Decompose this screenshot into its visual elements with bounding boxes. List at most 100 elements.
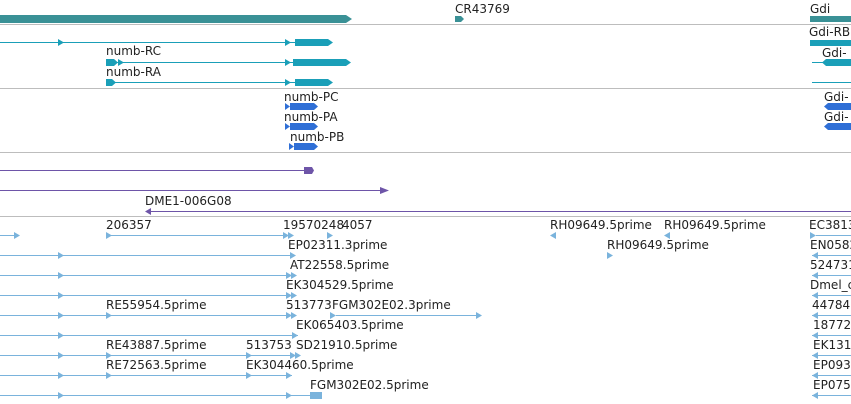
primer-feature[interactable] — [145, 208, 151, 215]
est-arrow[interactable] — [58, 252, 64, 259]
gene-feature[interactable] — [455, 16, 464, 22]
est-feature[interactable] — [310, 392, 322, 399]
est-label: RH09649.5prime — [607, 238, 709, 252]
est-label: RE43887.5prime — [106, 338, 207, 352]
est-arrow[interactable] — [58, 312, 64, 319]
protein-label-gdi: Gdi- — [824, 90, 849, 104]
est-label: EP075 — [813, 378, 851, 392]
est-arrow[interactable] — [286, 372, 292, 379]
est-arrow[interactable] — [106, 372, 112, 379]
est-label: SD21910.5prime — [296, 338, 397, 352]
protein-feature[interactable] — [290, 103, 318, 110]
transcript-exon[interactable] — [106, 59, 118, 66]
est-label: FGM302E02.3prime — [332, 298, 451, 312]
est-label: EK065403.5prime — [296, 318, 404, 332]
est-arrow[interactable] — [286, 292, 292, 299]
transcript-arrow — [58, 39, 64, 46]
est-label: RH09649.5prime — [664, 218, 766, 232]
est-arrow[interactable] — [290, 252, 296, 259]
est-arrow[interactable] — [14, 232, 20, 239]
protein-arrow — [285, 123, 290, 130]
est-arrow[interactable] — [58, 332, 64, 339]
est-label: AT22558.5prime — [290, 258, 389, 272]
est-label: EP093 — [813, 358, 851, 372]
est-arrow[interactable] — [330, 312, 336, 319]
est-arrow[interactable] — [812, 372, 818, 379]
est-arrow[interactable] — [286, 392, 292, 399]
transcript-arrow — [285, 79, 291, 86]
gene-feature[interactable] — [0, 15, 352, 23]
est-label: 44784 — [812, 298, 850, 312]
est-label: Dmel_c — [810, 278, 851, 292]
est-track: 206357 19570248 4057 RH09649.5prime RH09… — [0, 218, 851, 399]
protein-feature[interactable] — [294, 143, 318, 150]
est-label: EN0582 — [810, 238, 851, 252]
transcript-exon[interactable] — [106, 79, 116, 86]
transcript-arrow — [118, 59, 124, 66]
gene-feature[interactable] — [810, 16, 851, 22]
est-arrow[interactable] — [664, 232, 670, 239]
est-label: EK304529.5prime — [286, 278, 394, 292]
est-arrow[interactable] — [283, 232, 289, 239]
protein-label-numb-pc: numb-PC — [284, 90, 338, 104]
est-arrow[interactable] — [106, 312, 112, 319]
est-arrow[interactable] — [295, 352, 301, 359]
est-arrow[interactable] — [607, 252, 613, 259]
protein-feature[interactable] — [824, 103, 851, 110]
est-arrow[interactable] — [810, 232, 816, 239]
est-arrow[interactable] — [812, 392, 818, 399]
est-arrow[interactable] — [812, 332, 818, 339]
protein-label-numb-pb: numb-PB — [290, 130, 344, 144]
est-arrow[interactable] — [58, 292, 64, 299]
transcript-exon[interactable] — [293, 59, 351, 66]
est-arrow[interactable] — [106, 352, 112, 359]
est-label: EC3813 — [809, 218, 851, 232]
protein-arrow — [285, 103, 290, 110]
protein-track: numb-PC numb-PA numb-PB Gdi- Gdi- — [284, 90, 851, 150]
est-arrow[interactable] — [291, 312, 297, 319]
est-label: 19570248 — [283, 218, 344, 232]
protein-feature[interactable] — [824, 123, 851, 130]
est-label: RH09649.5prime — [550, 218, 652, 232]
est-arrow[interactable] — [286, 272, 292, 279]
est-arrow[interactable] — [812, 252, 818, 259]
transcript-exon[interactable] — [822, 59, 851, 66]
transcript-label-gdi: Gdi- — [822, 46, 847, 60]
est-arrow[interactable] — [812, 292, 818, 299]
est-arrow[interactable] — [292, 332, 298, 339]
est-arrow[interactable] — [812, 312, 818, 319]
est-arrow[interactable] — [58, 272, 64, 279]
est-label: 513773 — [286, 298, 332, 312]
est-arrow[interactable] — [291, 272, 297, 279]
transcript-label-gdi-rb: Gdi-RB — [809, 25, 850, 39]
est-arrow[interactable] — [550, 232, 556, 239]
est-label: 206357 — [106, 218, 152, 232]
est-arrow[interactable] — [288, 232, 294, 239]
protein-feature[interactable] — [290, 123, 318, 130]
est-label: EP02311.3prime — [288, 238, 387, 252]
transcript-exon[interactable] — [295, 39, 333, 46]
est-arrow[interactable] — [246, 352, 252, 359]
est-arrow[interactable] — [286, 312, 292, 319]
est-label: 18772 — [813, 318, 851, 332]
transcript-label-numb-ra: numb-RA — [106, 65, 162, 79]
est-arrow[interactable] — [812, 352, 818, 359]
est-arrow[interactable] — [327, 232, 333, 239]
est-arrow[interactable] — [106, 232, 112, 239]
est-arrow[interactable] — [58, 392, 64, 399]
est-arrow[interactable] — [246, 372, 252, 379]
primer-feature[interactable] — [380, 187, 389, 194]
gene-label-gdi: Gdi — [810, 2, 830, 16]
transcript-exon[interactable] — [810, 40, 851, 46]
est-arrow[interactable] — [290, 352, 296, 359]
transcript-exon[interactable] — [295, 79, 333, 86]
est-arrow[interactable] — [58, 372, 64, 379]
est-label: EK131 — [813, 338, 851, 352]
est-label: FGM302E02.5prime — [310, 378, 429, 392]
est-arrow[interactable] — [476, 312, 482, 319]
est-arrow[interactable] — [58, 352, 64, 359]
primer-label-dme1-006g08: DME1-006G08 — [145, 194, 232, 208]
primer-feature[interactable] — [304, 167, 314, 174]
est-arrow[interactable] — [812, 272, 818, 279]
est-arrow[interactable] — [291, 292, 297, 299]
